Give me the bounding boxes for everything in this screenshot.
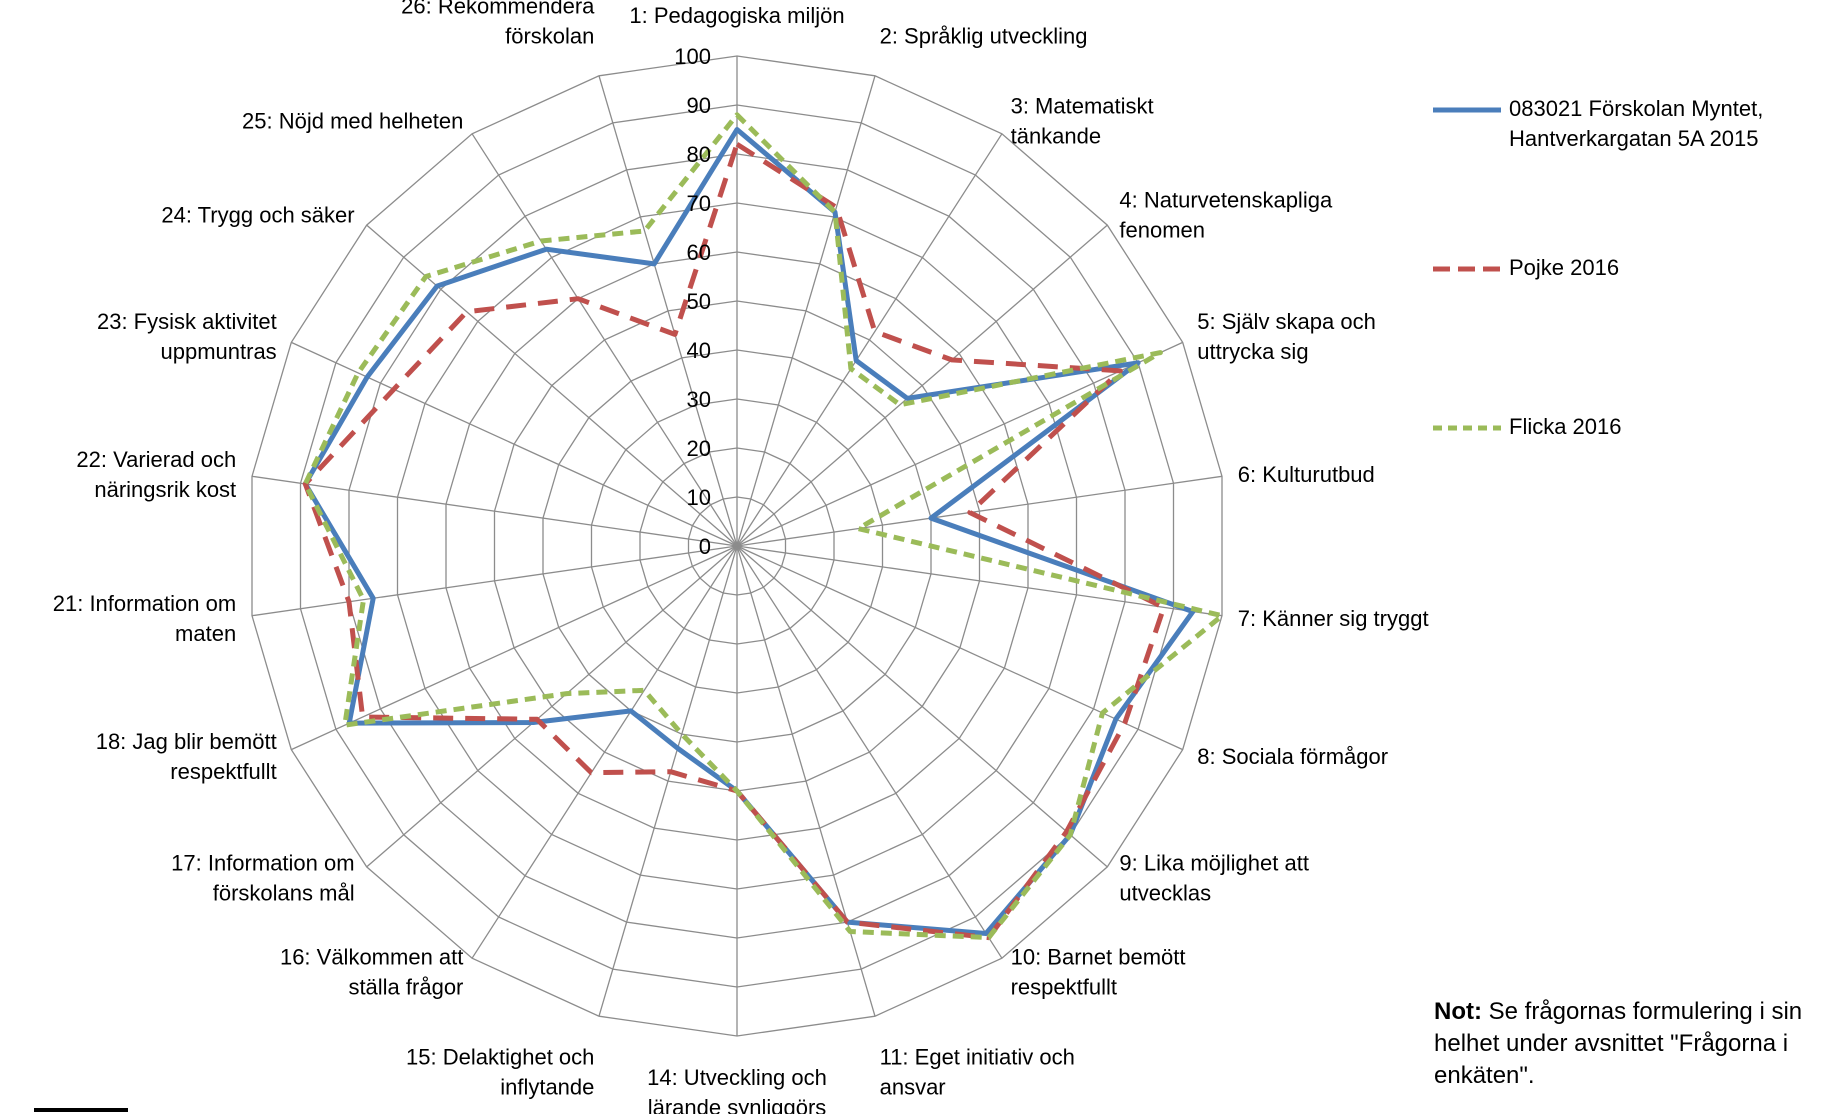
tick-label: 0	[699, 534, 711, 559]
series-line	[302, 127, 1196, 936]
legend-swatch-pojke	[1433, 266, 1501, 272]
category-label: 16: Välkommen att ställa frågor	[280, 945, 463, 1000]
category-labels: 1: Pedagogiska miljön 2: Språklig utveckl…	[53, 0, 1429, 1114]
tick-label: 30	[687, 387, 711, 412]
grid-spoke	[291, 545, 738, 751]
grid-spoke	[598, 75, 738, 547]
tick-label: 10	[687, 485, 711, 510]
category-label: 6: Kulturutbud	[1238, 462, 1375, 487]
grid-spoke	[736, 341, 1183, 547]
grid-spoke	[251, 545, 738, 617]
tick-label: 90	[687, 93, 711, 118]
category-label: 5: Själv skapa och uttrycka sig	[1197, 309, 1376, 364]
legend-label-pojke: Pojke 2016	[1509, 255, 1620, 280]
grid-spoke	[736, 75, 876, 547]
series-line	[302, 141, 1167, 941]
legend-label-myntet: 083021 Förskolan Myntet, Hantverkargatan…	[1509, 96, 1764, 151]
category-label: 15: Delaktighet och inflytande	[406, 1045, 594, 1100]
category-label: 21: Information om maten	[53, 591, 236, 646]
tick-label: 80	[687, 142, 711, 167]
series-line	[302, 112, 1225, 941]
series-lines	[302, 112, 1225, 941]
grid-spoke	[736, 133, 1003, 547]
tick-label: 60	[687, 240, 711, 265]
footnote-text: Se frågornas formulering i sin helhet un…	[1434, 998, 1803, 1089]
grid-spoke	[366, 545, 738, 868]
tick-label: 100	[674, 44, 711, 69]
grid-spoke	[736, 475, 1223, 547]
grid	[251, 55, 1223, 1037]
grid-spoke	[736, 545, 1183, 751]
grid-spoke	[736, 545, 1108, 868]
category-label: 1: Pedagogiska miljön	[629, 3, 844, 28]
category-label: 24: Trygg och säker	[161, 203, 354, 228]
footnote-label: Not:	[1434, 998, 1482, 1025]
grid-spoke	[736, 545, 876, 1017]
category-label: 10: Barnet bemött respektfullt	[1011, 945, 1186, 1000]
bottom-rule	[34, 1108, 128, 1112]
grid-spoke	[736, 545, 1003, 959]
category-label: 17: Information om förskolans mål	[171, 850, 354, 905]
tick-label: 20	[687, 436, 711, 461]
grid-spoke	[471, 133, 738, 547]
footnote: Not: Se frågornas formulering i sin helh…	[1434, 996, 1831, 1092]
category-label: 3: Matematiskt tänkande	[1011, 93, 1154, 148]
tick-label: 40	[687, 338, 711, 363]
legend-label-flicka: Flicka 2016	[1509, 414, 1622, 439]
category-label: 18: Jag blir bemött respektfullt	[96, 729, 277, 784]
category-label: 14: Utveckling och lärande synliggörs	[647, 1065, 827, 1114]
grid-spoke	[736, 224, 1108, 547]
category-label: 23: Fysisk aktivitet uppmuntras	[97, 309, 277, 364]
legend-swatch-myntet	[1433, 107, 1501, 113]
tick-label: 50	[687, 289, 711, 314]
tick-label: 70	[687, 191, 711, 216]
grid-spoke	[366, 224, 738, 547]
category-label: 2: Språklig utveckling	[880, 24, 1088, 49]
radial-tick-labels: 0 10 20 30 40 50 60 70 80 90 100	[674, 44, 711, 559]
category-label: 4: Naturvetenskapliga fenomen	[1119, 188, 1333, 243]
category-label: 26: Rekommendera förskolan	[401, 0, 595, 49]
grid-spoke	[251, 475, 738, 547]
category-label: 9: Lika möjlighet att utvecklas	[1119, 850, 1309, 905]
legend-swatch-flicka	[1433, 425, 1501, 431]
grid-spoke	[471, 545, 738, 959]
grid-spoke	[736, 545, 1223, 617]
category-label: 7: Känner sig tryggt	[1238, 606, 1429, 631]
grid-spoke	[598, 545, 738, 1017]
category-label: 22: Varierad och näringsrik kost	[76, 447, 236, 502]
grid-spoke	[291, 341, 738, 547]
category-label: 11: Eget initiativ och ansvar	[880, 1045, 1075, 1100]
category-label: 25: Nöjd med helheten	[242, 108, 463, 133]
category-label: 8: Sociala förmågor	[1197, 744, 1388, 769]
